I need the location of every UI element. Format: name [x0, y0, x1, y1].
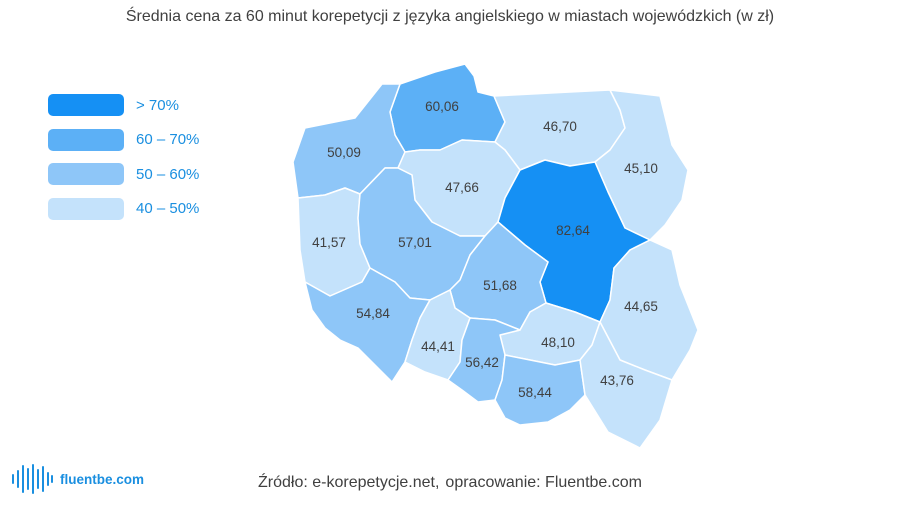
region-value-podkarpackie: 43,76	[600, 373, 634, 388]
legend-swatch	[48, 128, 124, 151]
region-value-malopolskie: 58,44	[518, 385, 552, 400]
legend-item: 50 – 60%	[48, 163, 199, 185]
legend-label: 40 – 50%	[136, 200, 200, 217]
brand[interactable]: fluentbe.com	[10, 462, 144, 496]
legend-item: 60 – 70%	[48, 128, 200, 151]
legend-label: 60 – 70%	[136, 131, 200, 148]
legend-label: > 70%	[136, 96, 179, 114]
source-caption: Źródło: e-korepetycje.net, opracowanie: F…	[0, 474, 900, 492]
region-value-lodzkie: 51,68	[483, 278, 517, 293]
region-value-slaskie: 56,42	[465, 355, 499, 370]
region-value-swietokrzyskie: 48,10	[541, 335, 575, 350]
legend-swatch	[48, 163, 124, 185]
legend-item: 40 – 50%	[48, 197, 200, 220]
region-value-wielkopolskie: 57,01	[398, 235, 432, 250]
waveform-logo-icon	[12, 464, 53, 494]
legend: > 70% 60 – 70% 50 – 60% 40 – 50%	[48, 94, 199, 232]
region-value-pomorskie: 60,06	[425, 99, 459, 114]
region-value-podlaskie: 45,10	[624, 161, 658, 176]
region-value-mazowieckie: 82,64	[556, 223, 590, 238]
source-attribution: Źródło: e-korepetycje.net,	[258, 474, 440, 491]
region-value-lubelskie: 44,65	[624, 299, 658, 314]
source-prepared-by: opracowanie: Fluentbe.com	[445, 474, 642, 491]
region-podkarpackie[interactable]	[579, 321, 673, 449]
legend-item: > 70%	[48, 94, 199, 116]
map-title: Średnia cena za 60 minut korepetycji z j…	[125, 8, 775, 25]
region-value-opolskie: 44,41	[421, 339, 455, 354]
region-value-dolnoslaskie: 54,84	[356, 306, 390, 321]
brand-name: fluentbe.com	[60, 471, 145, 487]
region-value-warminsko-mazurskie: 46,70	[543, 119, 577, 134]
legend-label: 50 – 60%	[136, 165, 200, 183]
region-value-lubuskie: 41,57	[312, 235, 346, 250]
legend-swatch	[48, 94, 124, 116]
region-value-zachodniopomorskie: 50,09	[327, 145, 361, 160]
legend-swatch	[48, 197, 124, 220]
region-value-kujawsko-pomorskie: 47,66	[445, 180, 479, 195]
region-malopolskie[interactable]	[494, 354, 586, 426]
